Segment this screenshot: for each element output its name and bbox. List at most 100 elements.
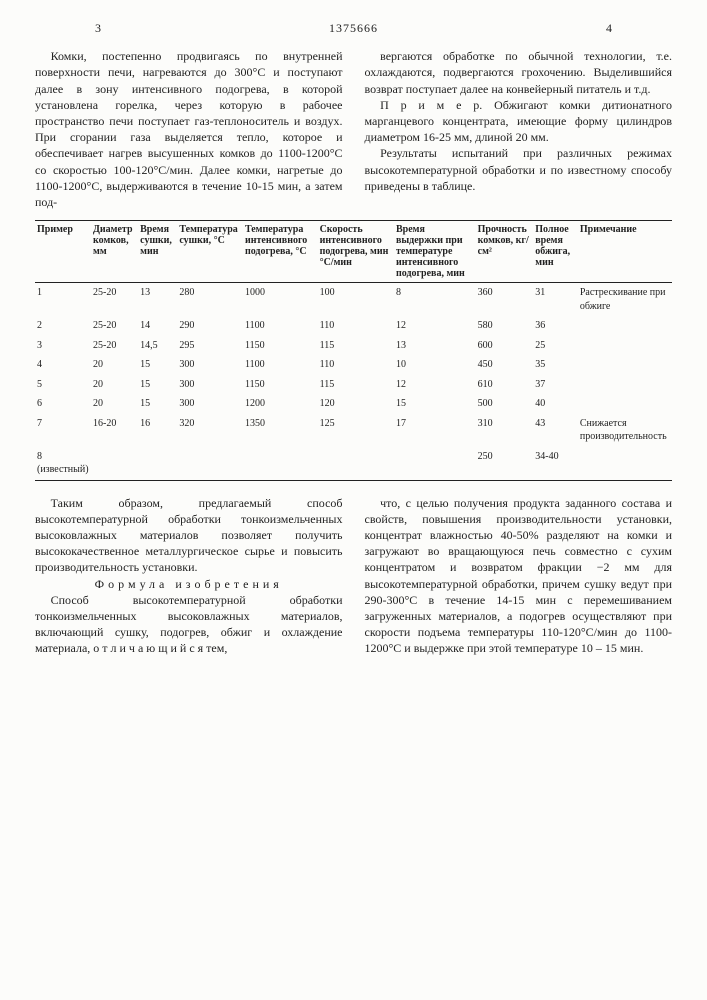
table-cell: 10: [394, 355, 476, 375]
table-row: 4201530011001101045035: [35, 355, 672, 375]
table-cell: 1000: [243, 283, 318, 317]
bottom-text-columns: Таким образом, предлагаемый способ высок…: [35, 495, 672, 657]
table-cell: 40: [533, 394, 578, 414]
table-cell: 25-20: [91, 336, 138, 356]
table-cell: 6: [35, 394, 91, 414]
table-cell: 20: [91, 355, 138, 375]
table-cell: 1200: [243, 394, 318, 414]
formula-heading: Формула изобретения: [35, 576, 343, 592]
table-header: Примечание: [578, 221, 672, 283]
table-header: Температура интенсивного подогрева, °С: [243, 221, 318, 283]
table-header: Пример: [35, 221, 91, 283]
table-cell: 125: [318, 414, 394, 447]
table-cell: 115: [318, 375, 394, 395]
table-cell: [578, 394, 672, 414]
table-row: 225-201429011001101258036: [35, 316, 672, 336]
table-cell: 1: [35, 283, 91, 317]
table-cell: 100: [318, 283, 394, 317]
table-row: 8 (известный) 25034-40: [35, 447, 672, 481]
page-left: 3: [95, 20, 101, 36]
bottom-left-para-1: Таким образом, предлагаемый способ высок…: [35, 495, 343, 576]
table-cell: 250: [476, 447, 534, 481]
table-cell: 37: [533, 375, 578, 395]
top-right-para-2: П р и м е р. Обжигают комки дитионатного…: [365, 97, 673, 146]
table-cell: [243, 447, 318, 481]
table-cell: 115: [318, 336, 394, 356]
table-cell: [394, 447, 476, 481]
page-right: 4: [606, 20, 612, 36]
table-cell: [91, 447, 138, 481]
table-header: Температура сушки, °С: [177, 221, 243, 283]
top-text-columns: Комки, постепенно продвигаясь по внутрен…: [35, 48, 672, 210]
table-cell: 5: [35, 375, 91, 395]
table-cell: 25-20: [91, 316, 138, 336]
table-cell: 36: [533, 316, 578, 336]
table-cell: 12: [394, 316, 476, 336]
table-cell: 4: [35, 355, 91, 375]
table-cell: 110: [318, 355, 394, 375]
results-table: ПримерДиаметр комков, ммВремя сушки, мин…: [35, 220, 672, 481]
table-cell: 120: [318, 394, 394, 414]
table-cell: 20: [91, 375, 138, 395]
table-cell: 20: [91, 394, 138, 414]
table-cell: 1100: [243, 355, 318, 375]
table-cell: 15: [394, 394, 476, 414]
table-cell: [578, 447, 672, 481]
table-cell: 31: [533, 283, 578, 317]
table-cell: 310: [476, 414, 534, 447]
patent-number: 1375666: [329, 20, 378, 36]
top-right-para-1: вергаются обработке по обычной технологи…: [365, 48, 673, 97]
table-cell: 25-20: [91, 283, 138, 317]
table-cell: 43: [533, 414, 578, 447]
table-cell: [578, 336, 672, 356]
table-cell: 16: [138, 414, 177, 447]
table-row: 125-20132801000100836031Растрескивание п…: [35, 283, 672, 317]
table-cell: 580: [476, 316, 534, 336]
table-cell: 360: [476, 283, 534, 317]
table-cell: 7: [35, 414, 91, 447]
table-cell: 295: [177, 336, 243, 356]
table-cell: 14,5: [138, 336, 177, 356]
table-cell: Снижается производительность: [578, 414, 672, 447]
table-cell: 300: [177, 355, 243, 375]
table-cell: 1350: [243, 414, 318, 447]
table-cell: 1100: [243, 316, 318, 336]
table-cell: 1150: [243, 375, 318, 395]
table-cell: [318, 447, 394, 481]
table-cell: 2: [35, 316, 91, 336]
table-header: Полное время обжига, мин: [533, 221, 578, 283]
table-cell: 14: [138, 316, 177, 336]
table-header: Время выдержки при температуре интенсивн…: [394, 221, 476, 283]
table-cell: 34-40: [533, 447, 578, 481]
table-cell: 500: [476, 394, 534, 414]
table-cell: 13: [138, 283, 177, 317]
table-row: 716-201632013501251731043Снижается произ…: [35, 414, 672, 447]
top-left-para: Комки, постепенно продвигаясь по внутрен…: [35, 48, 343, 210]
bottom-left-para-2: Способ высокотемпературной обработки тон…: [35, 592, 343, 657]
table-cell: [578, 355, 672, 375]
table-cell: 450: [476, 355, 534, 375]
table-cell: 280: [177, 283, 243, 317]
table-row: 6201530012001201550040: [35, 394, 672, 414]
table-cell: 15: [138, 394, 177, 414]
table-cell: 13: [394, 336, 476, 356]
table-cell: 8 (известный): [35, 447, 91, 481]
table-header: Диаметр комков, мм: [91, 221, 138, 283]
table-cell: 15: [138, 375, 177, 395]
table-cell: 290: [177, 316, 243, 336]
table-header: Скорость интенсивного подогрева, мин °С/…: [318, 221, 394, 283]
table-cell: 17: [394, 414, 476, 447]
table-cell: 610: [476, 375, 534, 395]
table-cell: 3: [35, 336, 91, 356]
table-cell: 8: [394, 283, 476, 317]
table-cell: 600: [476, 336, 534, 356]
table-row: 5201530011501151261037: [35, 375, 672, 395]
table-cell: Растрескивание при обжиге: [578, 283, 672, 317]
bottom-right-para: что, с целью получения продукта заданног…: [365, 495, 673, 657]
table-cell: 16-20: [91, 414, 138, 447]
table-cell: 12: [394, 375, 476, 395]
table-cell: [578, 375, 672, 395]
table-header: Прочность комков, кг/см²: [476, 221, 534, 283]
table-cell: 15: [138, 355, 177, 375]
table-row: 325-2014,529511501151360025: [35, 336, 672, 356]
